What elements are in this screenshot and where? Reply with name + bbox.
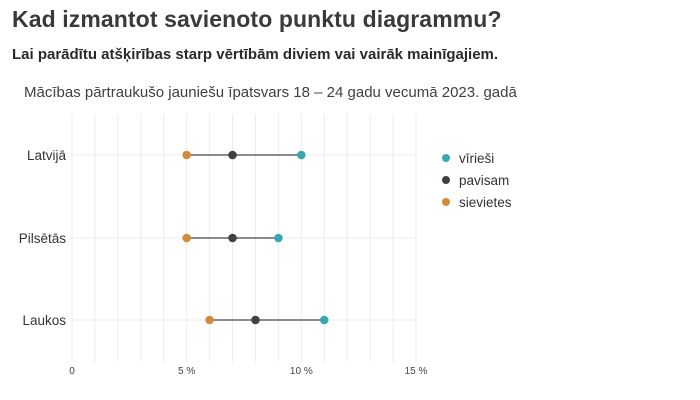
category-label: Pilsētās <box>19 231 67 246</box>
legend-item-sievietes: sievietes <box>442 191 512 213</box>
x-tick-label: 0 <box>69 366 75 377</box>
legend: vīrieši pavisam sievietes <box>442 147 512 213</box>
data-point <box>205 315 214 325</box>
data-point <box>297 150 306 160</box>
data-point <box>182 233 191 243</box>
page-subtitle: Lai parādītu atšķirības starp vērtībām d… <box>12 46 499 63</box>
legend-label: pavisam <box>459 172 510 188</box>
x-tick-label: 10 % <box>290 366 313 377</box>
category-label: Laukos <box>22 313 66 328</box>
legend-label: vīrieši <box>459 150 495 166</box>
data-point <box>251 315 260 325</box>
legend-label: sievietes <box>459 194 512 210</box>
data-point <box>228 150 237 160</box>
page-title: Kad izmantot savienoto punktu diagrammu? <box>12 6 502 32</box>
data-point <box>274 233 283 243</box>
axis-labels: 0 5 % 10 % 15 % Latvijā Pilsētās Laukos <box>19 148 428 377</box>
legend-swatch <box>442 198 450 206</box>
x-tick-label: 15 % <box>405 366 428 377</box>
legend-item-virieši: vīrieši <box>442 147 512 169</box>
x-tick-label: 5 % <box>178 366 195 377</box>
legend-swatch <box>442 176 450 184</box>
data-point <box>182 150 191 160</box>
data-point <box>319 315 329 325</box>
data-points <box>182 150 329 325</box>
category-label: Latvijā <box>27 148 67 163</box>
legend-item-pavisam: pavisam <box>442 169 512 191</box>
data-point <box>228 233 237 243</box>
chart-title: Mācības pārtraukušo jauniešu īpatsvars 1… <box>24 84 517 101</box>
legend-swatch <box>442 154 450 162</box>
